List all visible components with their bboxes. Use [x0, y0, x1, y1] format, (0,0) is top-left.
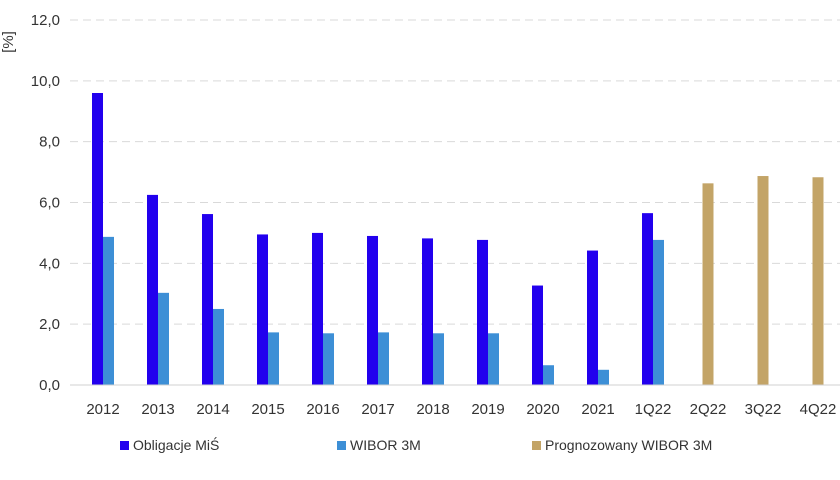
- bar-wibor-3m-2015: [268, 332, 279, 385]
- legend-label: Obligacje MiŚ: [133, 436, 219, 453]
- bar-wibor-3m-2017: [378, 332, 389, 385]
- bar-wibor-3m-2019: [488, 333, 499, 385]
- x-tick-label: 2015: [251, 401, 284, 418]
- bar-obligacje-mi--2017: [367, 235, 378, 385]
- bar-wibor-3m-2018: [433, 333, 444, 385]
- legend-item-wibor-3m: WIBOR 3M: [337, 437, 421, 453]
- x-tick-label: 2014: [196, 401, 229, 418]
- bar-wibor-3m-2016: [323, 333, 334, 385]
- x-tick-label: 4Q22: [800, 401, 837, 418]
- legend-label: Prognozowany WIBOR 3M: [545, 437, 712, 453]
- bar-obligacje-mi--2020: [532, 285, 543, 385]
- x-tick-label: 2017: [361, 401, 394, 418]
- legend-item-prognozowany-wibor-3m: Prognozowany WIBOR 3M: [532, 437, 712, 453]
- x-tick-label: 2020: [526, 401, 559, 418]
- bar-obligacje-mi--2021: [587, 250, 598, 385]
- bar-wibor-3m-1q22: [653, 239, 664, 385]
- bar-wibor-3m-2020: [543, 365, 554, 385]
- legend-item-obligacje-mi-: Obligacje MiŚ: [120, 436, 219, 453]
- x-tick-label: 2013: [141, 401, 174, 418]
- bar-wibor-3m-2021: [598, 369, 609, 385]
- bar-obligacje-mi--2012: [92, 93, 103, 385]
- bar-prognozowany-wibor-3m-2q22: [702, 183, 714, 385]
- y-tick-label: 12,0: [31, 12, 60, 29]
- x-axis-tick-labels: 2012 2013 2014 2015 2016 2017 2018 2019 2020 2021…: [86, 401, 836, 418]
- legend-swatch: [120, 441, 129, 450]
- grid-lines: [70, 19, 840, 325]
- y-axis-unit-label: [%]: [0, 31, 17, 53]
- bar-obligacje-mi--2015: [257, 234, 268, 385]
- y-tick-label: 0,0: [39, 377, 60, 394]
- bar-obligacje-mi--1q22: [642, 213, 653, 385]
- x-tick-label: 1Q22: [635, 401, 672, 418]
- x-tick-label: 3Q22: [745, 401, 782, 418]
- x-tick-label: 2016: [306, 401, 339, 418]
- legend: Obligacje MiŚ WIBOR 3M Prognozowany WIBOR …: [120, 436, 712, 453]
- x-tick-label: 2021: [581, 401, 614, 418]
- y-tick-label: 4,0: [39, 255, 60, 272]
- bar-obligacje-mi--2018: [422, 238, 433, 385]
- y-axis-tick-labels: 0,0 2,0 4,0 6,0 8,0 10,0 12,0: [31, 12, 60, 394]
- x-tick-label: 2Q22: [690, 401, 727, 418]
- legend-swatch: [532, 441, 541, 450]
- bar-wibor-3m-2012: [103, 236, 114, 385]
- y-tick-label: 2,0: [39, 316, 60, 333]
- x-tick-label: 2019: [471, 401, 504, 418]
- bar-obligacje-mi--2013: [147, 194, 158, 385]
- y-tick-label: 10,0: [31, 73, 60, 90]
- bar-obligacje-mi--2014: [202, 214, 213, 385]
- bar-wibor-3m-2013: [158, 292, 169, 385]
- x-tick-label: 2018: [416, 401, 449, 418]
- bars: [92, 93, 824, 385]
- bar-prognozowany-wibor-3m-3q22: [757, 176, 769, 385]
- bar-wibor-3m-2014: [213, 308, 224, 385]
- bar-obligacje-mi--2019: [477, 239, 488, 385]
- legend-label: WIBOR 3M: [350, 437, 421, 453]
- legend-swatch: [337, 441, 346, 450]
- x-tick-label: 2012: [86, 401, 119, 418]
- bar-prognozowany-wibor-3m-4q22: [812, 177, 824, 385]
- y-tick-label: 6,0: [39, 195, 60, 212]
- y-tick-label: 8,0: [39, 134, 60, 151]
- bar-obligacje-mi--2016: [312, 232, 323, 385]
